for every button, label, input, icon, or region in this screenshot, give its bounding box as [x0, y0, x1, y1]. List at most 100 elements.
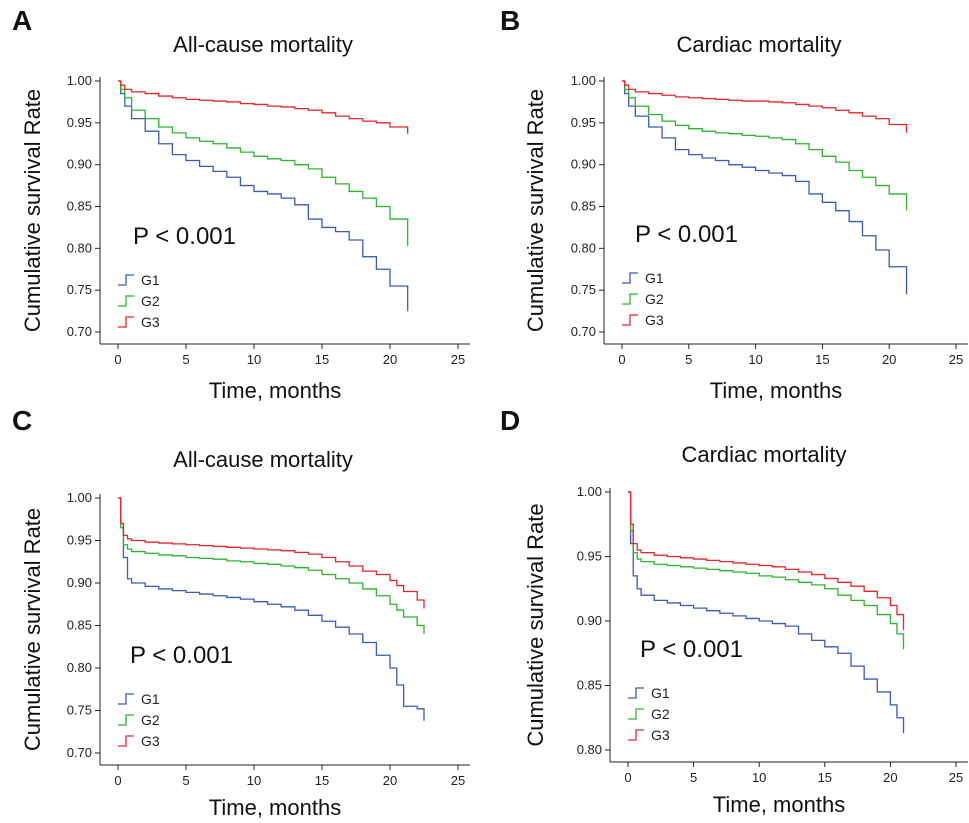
- series-line-g1: [118, 497, 425, 721]
- chart-title: All-cause mortality: [173, 32, 353, 57]
- legend-swatch-g1: [118, 274, 134, 286]
- legend-swatch-g2: [622, 293, 638, 305]
- y-axis-label: Cumulative survival Rate: [523, 503, 548, 746]
- x-tick-label: 25: [451, 773, 465, 788]
- legend-label-g1: G1: [141, 691, 160, 707]
- chart-title: Cardiac mortality: [676, 32, 841, 57]
- panel-d: D Cardiac mortality 0.80 0.85 0.90 0.95 1.00 0 5…: [500, 405, 968, 817]
- legend-swatch-g3: [118, 735, 134, 747]
- x-tick-label: 20: [383, 773, 397, 788]
- series-line-g3: [622, 80, 908, 133]
- panel-letter: D: [500, 405, 520, 436]
- x-tick-label: 25: [451, 352, 465, 367]
- y-tick-label: 0.95: [67, 533, 92, 548]
- x-tick-label: 5: [182, 773, 189, 788]
- p-value-annotation: P < 0.001: [640, 636, 743, 663]
- series-line-g3: [118, 497, 425, 609]
- legend-label-g1: G1: [141, 272, 160, 288]
- series-line-g3: [118, 80, 409, 134]
- x-tick-label: 15: [315, 352, 329, 367]
- legend-label-g1: G1: [651, 685, 670, 701]
- x-tick-label: 15: [815, 352, 829, 367]
- y-tick-label: 0.95: [571, 115, 596, 130]
- x-tick-label: 10: [247, 773, 261, 788]
- y-axis-label: Cumulative survival Rate: [20, 508, 45, 751]
- x-tick-label: 0: [114, 352, 121, 367]
- legend-swatch-g2: [118, 295, 134, 307]
- legend-swatch-g3: [628, 729, 644, 741]
- x-tick-label: 0: [618, 352, 625, 367]
- series-line-g2: [628, 491, 905, 650]
- x-tick-label: 20: [882, 352, 896, 367]
- x-axis-label: Time, months: [209, 378, 341, 403]
- p-value-annotation: P < 0.001: [133, 223, 236, 250]
- legend-label-g3: G3: [645, 312, 664, 328]
- y-axis-label: Cumulative survival Rate: [20, 89, 45, 332]
- y-tick-label: 0.90: [67, 157, 92, 172]
- x-tick-label: 5: [182, 352, 189, 367]
- y-tick-label: 0.85: [67, 618, 92, 633]
- series-line-g1: [628, 491, 905, 734]
- y-tick-label: 1.00: [571, 73, 596, 88]
- x-axis-label: Time, months: [713, 792, 845, 817]
- series-line-g1: [622, 80, 908, 295]
- x-tick-label: 25: [949, 770, 963, 785]
- y-tick-label: 0.80: [577, 742, 602, 757]
- chart-title: Cardiac mortality: [681, 442, 846, 467]
- y-tick-label: 1.00: [67, 73, 92, 88]
- x-tick-label: 15: [818, 770, 832, 785]
- legend-label-g2: G2: [645, 291, 664, 307]
- y-tick-label: 0.90: [67, 575, 92, 590]
- legend-swatch-g1: [118, 693, 134, 705]
- series-line-g2: [622, 80, 908, 211]
- legend-label-g2: G2: [141, 293, 160, 309]
- y-tick-label: 0.80: [67, 240, 92, 255]
- legend-swatch-g3: [118, 316, 134, 328]
- legend-label-g3: G3: [141, 314, 160, 330]
- p-value-annotation: P < 0.001: [635, 221, 738, 248]
- y-tick-label: 0.85: [577, 678, 602, 693]
- legend-swatch-g1: [622, 272, 638, 284]
- x-tick-label: 10: [752, 770, 766, 785]
- y-tick-label: 1.00: [67, 490, 92, 505]
- x-tick-label: 10: [748, 352, 762, 367]
- y-tick-label: 1.00: [577, 484, 602, 499]
- panel-a: A All-cause mortality 0.70 0.75 0.80 0.85 0.90…: [12, 5, 470, 403]
- y-tick-label: 0.80: [571, 240, 596, 255]
- y-tick-label: 0.90: [577, 613, 602, 628]
- series-line-g2: [118, 80, 409, 246]
- panel-b: B Cardiac mortality 0.70 0.75 0.80 0.85 0.90 0.…: [500, 5, 968, 403]
- x-tick-label: 10: [247, 352, 261, 367]
- y-tick-label: 0.75: [67, 282, 92, 297]
- y-tick-label: 0.90: [571, 157, 596, 172]
- legend-label-g3: G3: [651, 727, 670, 743]
- y-tick-label: 0.85: [571, 199, 596, 214]
- y-tick-label: 0.95: [577, 549, 602, 564]
- x-tick-label: 15: [315, 773, 329, 788]
- y-axis-label: Cumulative survival Rate: [523, 89, 548, 332]
- legend-swatch-g1: [628, 687, 644, 699]
- series-line-g3: [628, 491, 905, 631]
- x-tick-label: 0: [114, 773, 121, 788]
- legend-swatch-g2: [628, 708, 644, 720]
- y-tick-label: 0.70: [67, 324, 92, 339]
- y-tick-label: 0.70: [571, 324, 596, 339]
- series-line-g2: [118, 497, 425, 634]
- y-tick-label: 0.70: [67, 745, 92, 760]
- x-tick-label: 20: [383, 352, 397, 367]
- legend-label-g2: G2: [141, 712, 160, 728]
- panel-letter: C: [12, 405, 32, 436]
- p-value-annotation: P < 0.001: [130, 642, 233, 669]
- x-tick-label: 20: [883, 770, 897, 785]
- y-tick-label: 0.85: [67, 199, 92, 214]
- y-tick-label: 0.75: [67, 703, 92, 718]
- legend-label-g1: G1: [645, 270, 664, 286]
- legend-swatch-g2: [118, 714, 134, 726]
- legend-label-g3: G3: [141, 733, 160, 749]
- x-axis-label: Time, months: [710, 378, 842, 403]
- y-tick-label: 0.80: [67, 660, 92, 675]
- x-tick-label: 25: [949, 352, 963, 367]
- chart-title: All-cause mortality: [173, 447, 353, 472]
- legend-label-g2: G2: [651, 706, 670, 722]
